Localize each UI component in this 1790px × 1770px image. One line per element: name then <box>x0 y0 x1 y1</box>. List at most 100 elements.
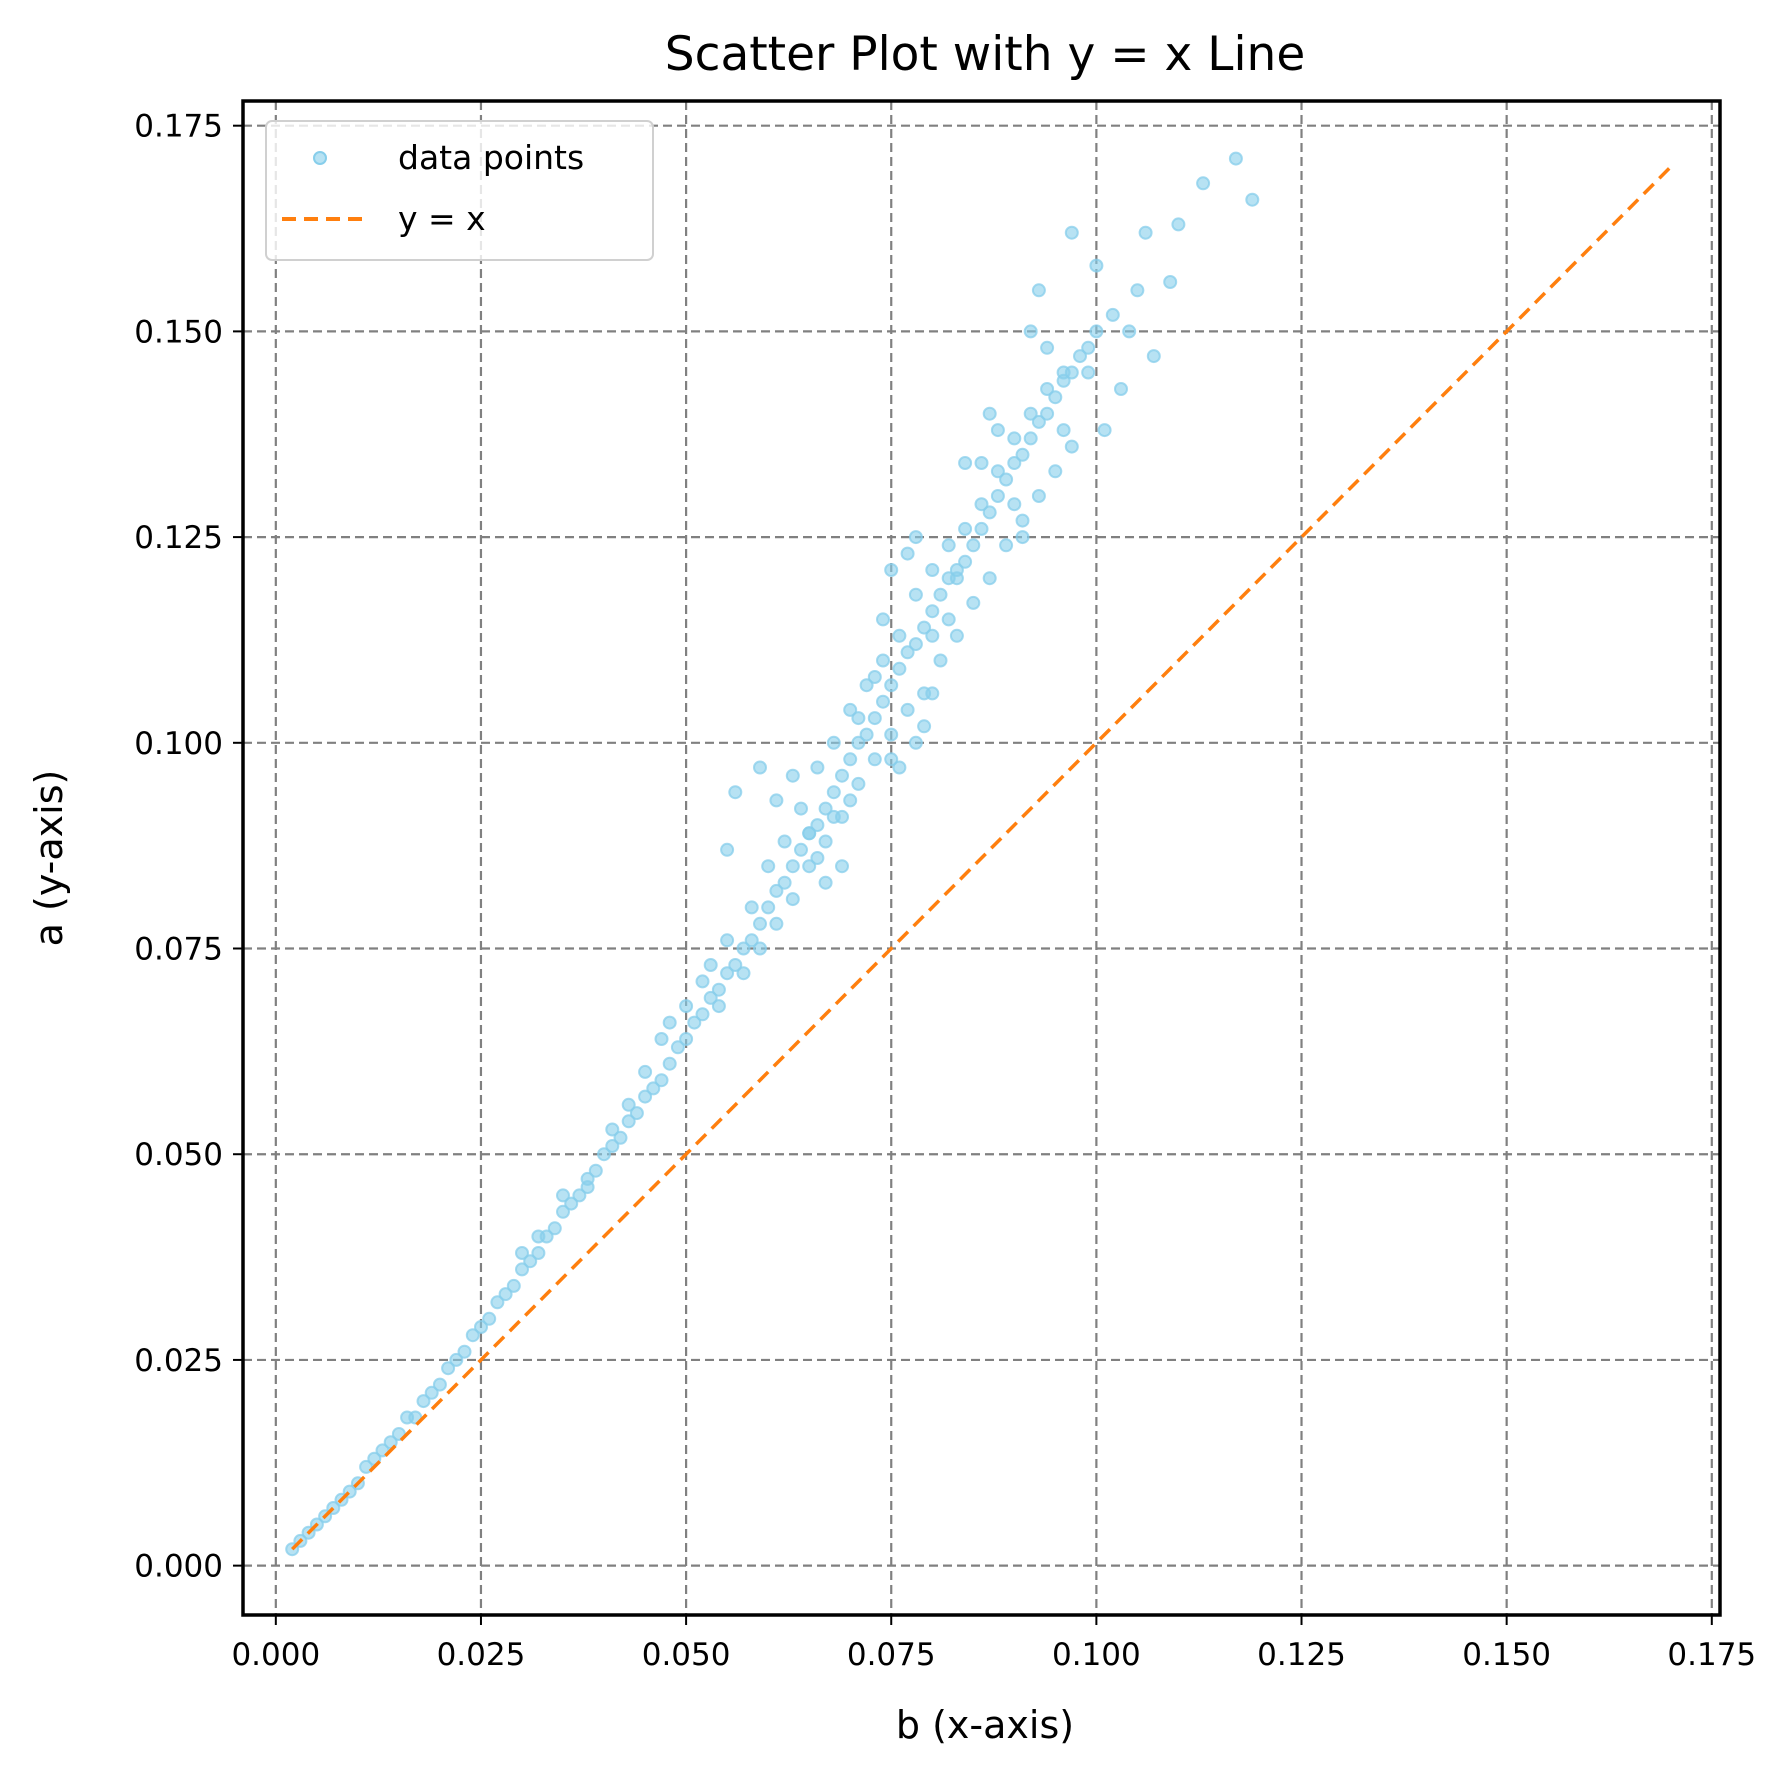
data-point <box>1122 324 1137 339</box>
data-point <box>794 842 808 857</box>
data-point <box>1015 513 1030 528</box>
data-point <box>556 1188 570 1203</box>
data-point <box>925 563 940 577</box>
data-point <box>572 1188 587 1203</box>
data-point <box>531 1246 546 1260</box>
data-point <box>1023 431 1038 446</box>
x-tick-label: 0.000 <box>231 1637 320 1673</box>
data-point <box>679 1032 694 1046</box>
data-point <box>1089 258 1104 273</box>
data-point <box>1130 283 1145 298</box>
data-point <box>621 1114 636 1129</box>
data-point <box>933 653 948 668</box>
data-point <box>941 612 956 627</box>
data-point <box>564 1196 579 1211</box>
data-point <box>949 571 964 586</box>
data-point <box>1056 423 1071 438</box>
data-point <box>474 1320 488 1334</box>
data-point <box>966 595 981 610</box>
data-point <box>826 735 841 750</box>
data-point <box>876 612 890 627</box>
data-point <box>867 711 882 726</box>
data-point <box>1048 390 1063 405</box>
data-point <box>482 1311 497 1326</box>
data-point <box>695 1007 710 1022</box>
data-point <box>818 834 833 849</box>
data-point <box>777 834 792 849</box>
data-point <box>769 883 784 898</box>
data-point <box>506 1278 521 1293</box>
data-point <box>925 628 940 643</box>
data-point <box>490 1295 505 1310</box>
y-tick-label: 0.125 <box>134 520 223 556</box>
legend-box <box>265 120 654 261</box>
data-point <box>1146 349 1161 364</box>
data-point <box>1015 530 1030 545</box>
data-point <box>1064 225 1079 240</box>
data-point <box>818 875 833 890</box>
data-point <box>416 1394 431 1409</box>
data-point <box>605 1139 620 1153</box>
data-point <box>900 702 915 717</box>
data-point <box>1081 365 1096 380</box>
x-tick-label: 0.175 <box>1667 1637 1756 1673</box>
grid-lines <box>243 101 1720 1615</box>
data-point <box>1040 382 1055 396</box>
x-tick-label: 0.125 <box>1257 1637 1346 1673</box>
data-point <box>974 521 989 536</box>
data-point <box>515 1246 529 1260</box>
data-point <box>1040 406 1055 421</box>
data-point <box>556 1204 570 1219</box>
data-point <box>1228 151 1243 166</box>
y-tick-label: 0.000 <box>134 1549 223 1585</box>
data-point <box>654 1073 669 1088</box>
data-point <box>982 406 997 421</box>
data-point <box>1023 324 1038 339</box>
data-point <box>859 727 874 742</box>
data-point <box>785 768 800 783</box>
y-axis-label: a (y-axis) <box>27 770 71 947</box>
data-point <box>1007 431 1022 446</box>
x-tick-label: 0.050 <box>642 1637 731 1673</box>
data-point <box>876 653 890 668</box>
x-tick-label: 0.100 <box>1052 1637 1141 1673</box>
data-point <box>1089 324 1104 339</box>
data-point <box>449 1352 464 1367</box>
data-point <box>958 521 973 536</box>
data-point <box>810 818 825 833</box>
data-point <box>441 1361 456 1376</box>
data-point <box>662 1015 677 1030</box>
x-tick-label: 0.075 <box>847 1637 936 1673</box>
data-point <box>900 645 915 660</box>
data-point <box>851 711 866 726</box>
data-point <box>1040 340 1055 355</box>
data-point <box>457 1344 472 1359</box>
data-point <box>785 859 800 874</box>
data-point <box>777 875 792 890</box>
data-point <box>753 941 767 956</box>
data-point <box>498 1287 513 1302</box>
data-point <box>1031 414 1046 429</box>
data-point <box>679 999 694 1014</box>
data-point <box>908 735 923 750</box>
data-point <box>835 768 849 783</box>
data-point <box>876 694 890 709</box>
data-point <box>933 587 948 602</box>
data-point <box>974 497 989 512</box>
data-point <box>884 678 899 693</box>
data-point <box>744 900 759 915</box>
y-tick-label: 0.150 <box>134 314 223 350</box>
legend: data points y = x <box>265 120 654 261</box>
data-point <box>720 966 735 981</box>
data-point <box>531 1229 546 1244</box>
data-point <box>424 1385 439 1400</box>
data-point <box>982 571 997 586</box>
data-point <box>687 1015 702 1030</box>
data-point <box>588 1163 603 1178</box>
data-point <box>785 892 800 907</box>
data-point <box>966 538 981 553</box>
data-point <box>958 456 973 470</box>
data-point <box>908 530 923 545</box>
data-point <box>761 859 776 874</box>
data-point <box>999 538 1014 553</box>
